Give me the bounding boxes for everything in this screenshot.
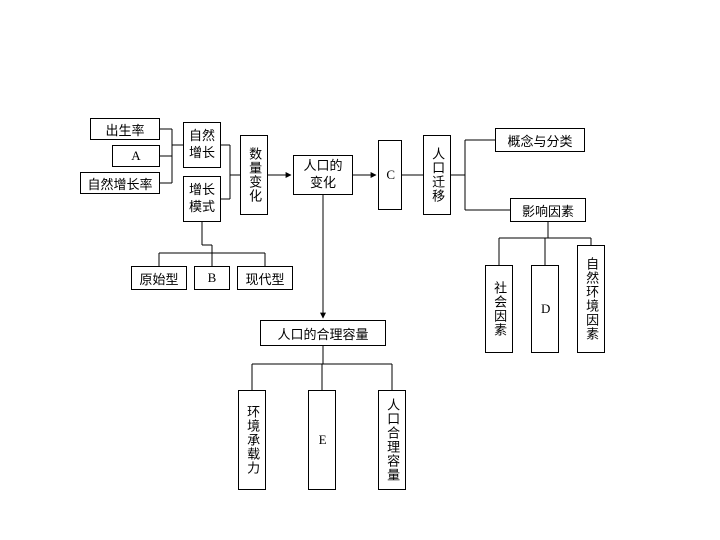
box-a: A [112, 145, 160, 167]
box-growth-model: 增长 模式 [183, 176, 221, 222]
box-b: B [194, 266, 230, 290]
box-natural-growth: 自然 增长 [183, 122, 221, 168]
box-pop-migration: 人口迁移 [423, 135, 451, 215]
box-social-factor: 社会因素 [485, 265, 513, 353]
box-nat-env-factor: 自然环境因素 [577, 245, 605, 353]
box-env-capacity: 环境承载力 [238, 390, 266, 490]
box-rational-capacity: 人口的合理容量 [260, 320, 386, 346]
connectors [0, 0, 720, 540]
box-ppl-rational: 人口合理容量 [378, 390, 406, 490]
box-qty-change: 数量变化 [240, 135, 268, 215]
box-primitive: 原始型 [131, 266, 187, 290]
box-c: C [378, 140, 402, 210]
box-concept: 概念与分类 [495, 128, 585, 152]
box-birth-rate: 出生率 [90, 118, 160, 140]
box-pop-change: 人口的变化 [293, 155, 353, 195]
box-factors: 影响因素 [510, 198, 586, 222]
box-natural-growth-rate: 自然增长率 [80, 172, 160, 194]
box-modern: 现代型 [237, 266, 293, 290]
box-d: D [531, 265, 559, 353]
box-e: E [308, 390, 336, 490]
